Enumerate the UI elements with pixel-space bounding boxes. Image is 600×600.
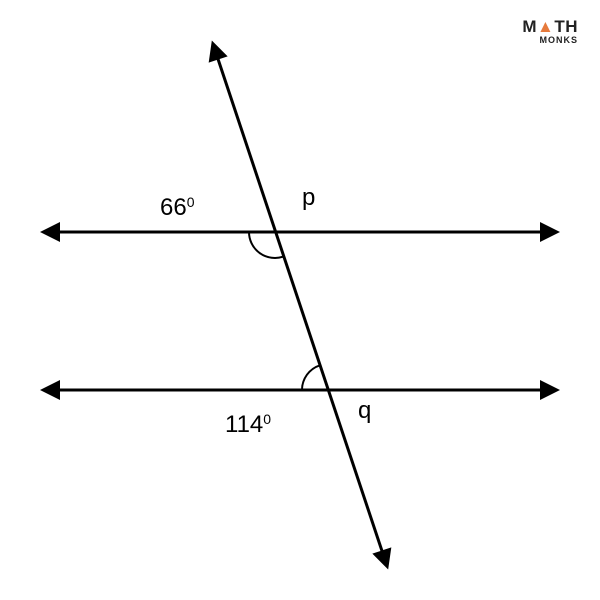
logo-text-right: TH — [554, 17, 578, 36]
angle-p-label: p — [302, 184, 315, 211]
angle-66-label: 660 — [160, 194, 195, 221]
logo-triangle-icon: ▲ — [537, 18, 554, 35]
logo: M▲TH MONKS — [522, 18, 578, 45]
angle-114-label: 1140 — [225, 411, 271, 438]
logo-subtitle: MONKS — [522, 36, 578, 45]
logo-text-left: M — [522, 17, 537, 36]
angle-q-label: q — [358, 397, 371, 424]
geometry-diagram: 660 p 1140 q — [0, 0, 600, 600]
